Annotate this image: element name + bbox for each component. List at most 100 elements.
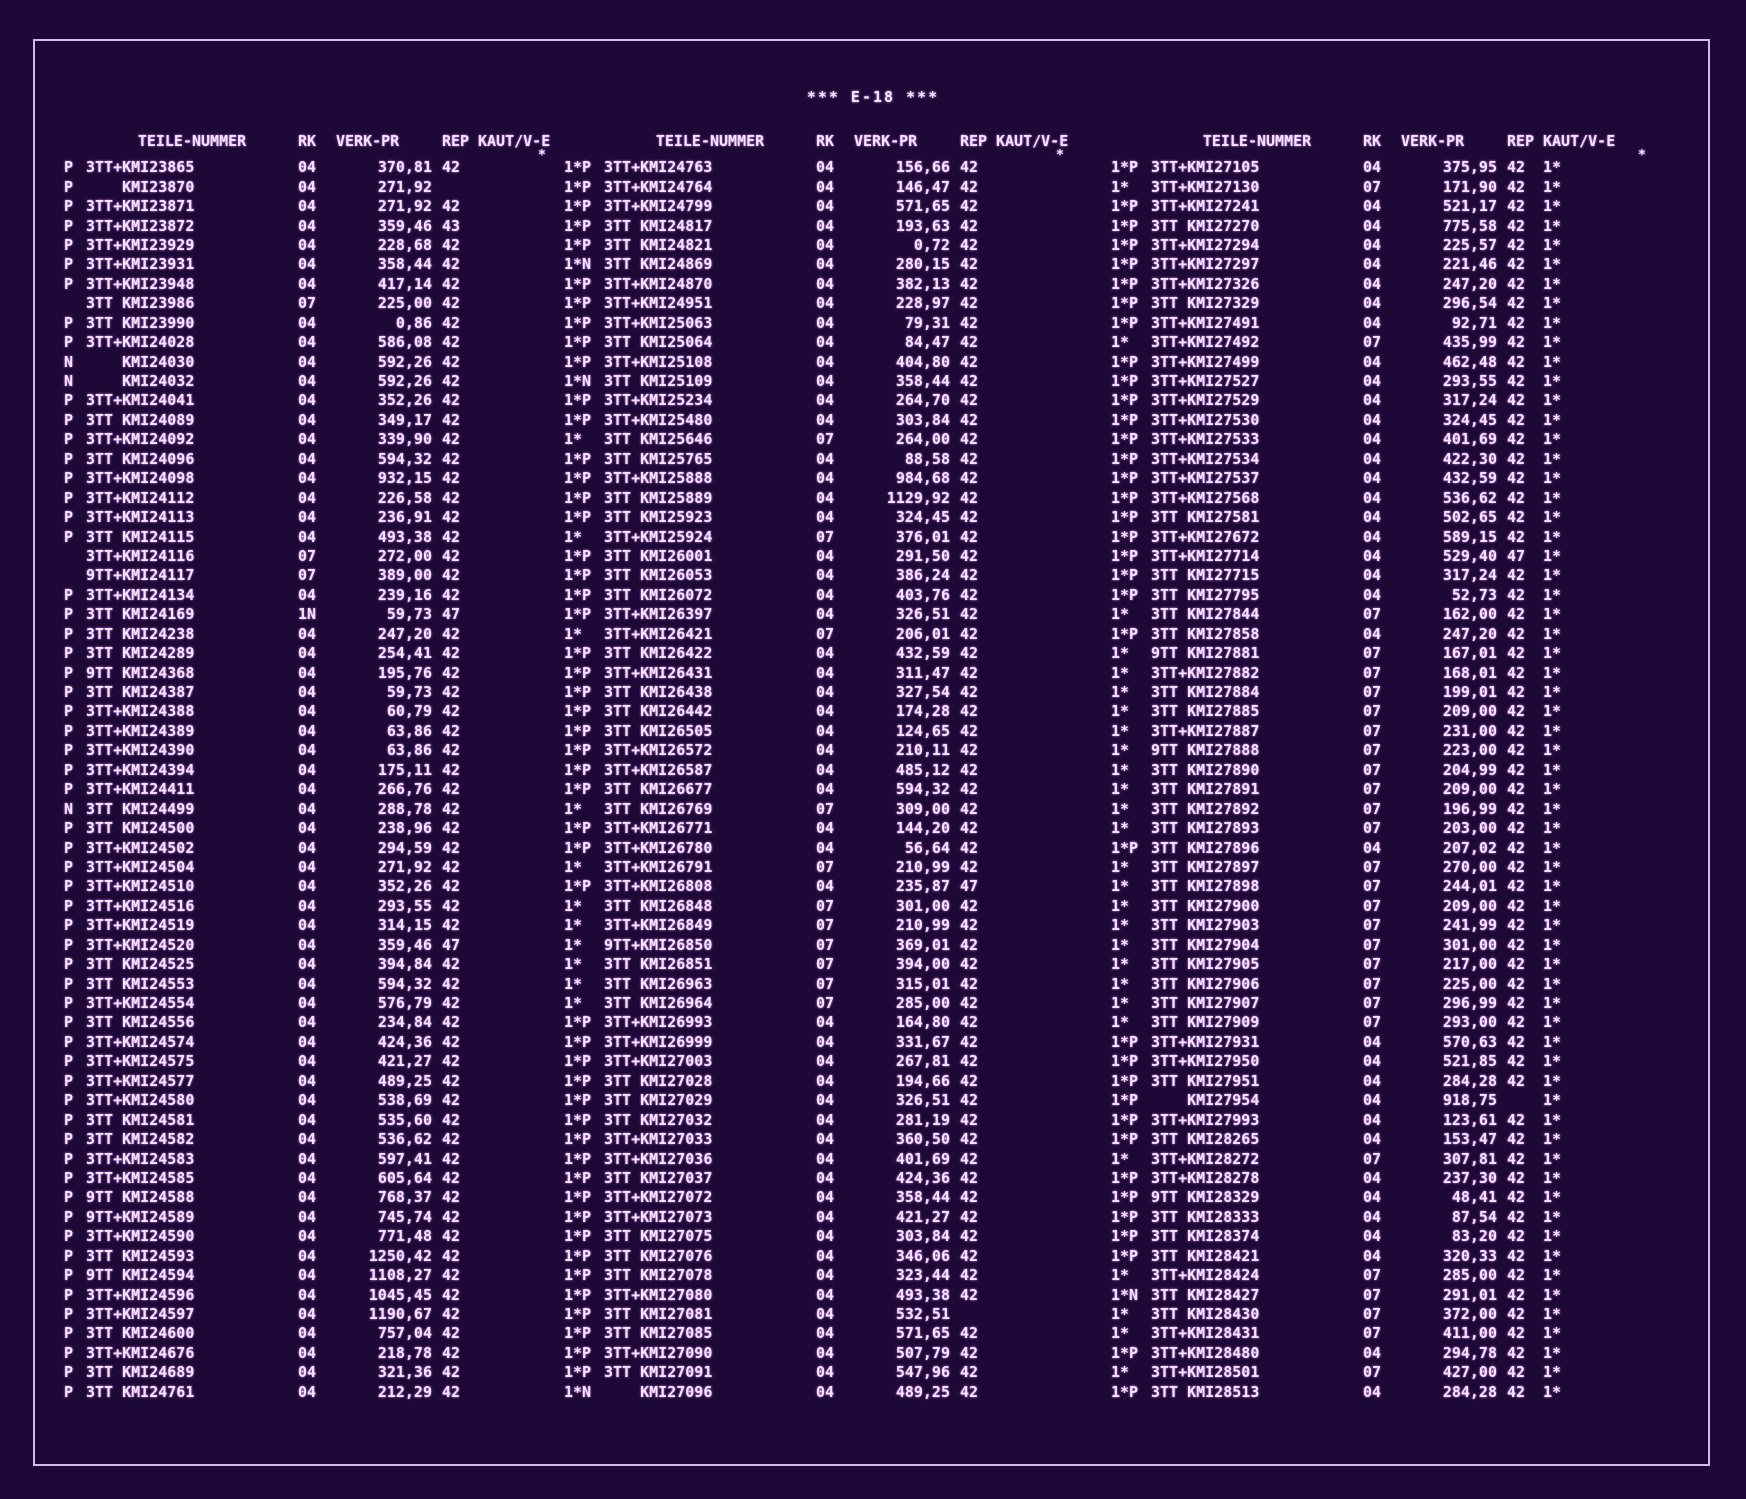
table-row: 1*P 3TT+KMI27714 04 529,40 47 1* xyxy=(1111,547,1643,566)
table-row: 1*P 3TT KMI28265 04 153,47 42 1* xyxy=(1111,1130,1643,1149)
gap-cell xyxy=(1497,1110,1507,1129)
rep-cell: 42 xyxy=(960,235,979,254)
table-row: 1*P 3TT+KMI26780 04 56,64 42 xyxy=(564,838,1068,857)
header-rep: REP xyxy=(1507,132,1535,150)
table-row: 1*P 3TT KMI27081 04 532,51 xyxy=(564,1305,1068,1324)
table-row: 1*P 3TT+KMI26999 04 331,67 42 xyxy=(564,1033,1068,1052)
table-row: 1*P 3TT+KMI27073 04 421,27 42 xyxy=(564,1208,1068,1227)
rk-cell: 04 xyxy=(816,1207,835,1226)
prefix-cell: 1*P xyxy=(564,1013,592,1032)
rk-cell: 04 xyxy=(298,1091,317,1110)
header-gap xyxy=(1497,132,1507,158)
table-row: 1*P 3TT+KMI26993 04 164,80 42 xyxy=(564,1013,1068,1032)
kaut-cell: 1* xyxy=(1543,1071,1562,1090)
gap-cell xyxy=(1497,897,1507,916)
gap-cell xyxy=(1497,1072,1507,1091)
kaut-cell: 1* xyxy=(1543,974,1562,993)
rk-cell: 07 xyxy=(1363,974,1382,993)
header-gap xyxy=(950,132,960,158)
rk-cell: 04 xyxy=(816,216,835,235)
kaut-cell xyxy=(478,566,550,585)
gap-cell xyxy=(950,450,960,469)
kaut-cell xyxy=(478,1208,550,1227)
rep-cell: 42 xyxy=(442,527,461,546)
table-row: 1*P 3TT KMI27085 04 571,65 42 xyxy=(564,1324,1068,1343)
verk-pr-cell: 324,45 xyxy=(895,508,950,527)
table-row: 1*P 3TT+KMI26397 04 326,51 42 xyxy=(564,605,1068,624)
verk-pr-cell: 60,79 xyxy=(386,702,432,721)
teile-nummer-cell: 3TT+KMI26431 xyxy=(604,663,713,682)
teile-nummer-cell: 3TT+KMI27326 xyxy=(1151,274,1260,293)
rep-cell: 42 xyxy=(960,546,979,565)
table-row: 1*P 3TT+KMI27533 04 401,69 42 1* xyxy=(1111,430,1643,449)
table-row: P 3TT KMI24581 04 535,60 42 xyxy=(64,1110,550,1129)
rep-cell: 42 xyxy=(442,857,461,876)
teile-nummer-cell: 3TT KMI25064 xyxy=(604,333,713,352)
prefix-cell: 1*P xyxy=(1111,294,1139,313)
table-row: 1*P 3TT KMI27037 04 424,36 42 xyxy=(564,1169,1068,1188)
gap-cell xyxy=(950,683,960,702)
teile-nummer-cell: 3TT+KMI24764 xyxy=(604,177,713,196)
verk-pr-cell: 1108,27 xyxy=(368,1266,432,1285)
verk-pr-cell: 427,00 xyxy=(1442,1363,1497,1382)
gap-cell xyxy=(432,450,442,469)
rep-cell: 42 xyxy=(1507,1013,1526,1032)
rep-cell: 42 xyxy=(1507,974,1526,993)
teile-nummer-cell: 3TT+KMI27931 xyxy=(1151,1032,1260,1051)
prefix-cell: 1*P xyxy=(564,1246,592,1265)
verk-pr-cell: 375,95 xyxy=(1442,158,1497,177)
table-row: P 3TT+KMI24134 04 239,16 42 xyxy=(64,586,550,605)
rk-cell: 04 xyxy=(816,760,835,779)
kaut-cell: 1* xyxy=(1543,1363,1562,1382)
table-row: P 3TT+KMI24510 04 352,26 42 xyxy=(64,877,550,896)
rep-cell: 42 xyxy=(960,1382,979,1401)
kaut-cell: 1* xyxy=(1543,1091,1562,1110)
kaut-cell: 1* xyxy=(1543,1343,1562,1362)
table-row: 1*P 3TT+KMI27003 04 267,81 42 xyxy=(564,1052,1068,1071)
prefix-cell: P xyxy=(64,663,74,682)
teile-nummer-cell: 3TT KMI24761 xyxy=(86,1382,195,1401)
table-row: 1*P 3TT+KMI26587 04 485,12 42 xyxy=(564,761,1068,780)
teile-nummer-cell: 3TT+KMI27080 xyxy=(604,1285,713,1304)
prefix-cell: 1* xyxy=(564,916,583,935)
kaut-cell xyxy=(996,799,1068,818)
table-row: 1*P 3TT+KMI27931 04 570,63 42 1* xyxy=(1111,1033,1643,1052)
verk-pr-cell: 79,31 xyxy=(904,313,950,332)
kaut-cell xyxy=(996,605,1068,624)
verk-pr-cell: 0,72 xyxy=(913,235,950,254)
teile-nummer-cell: 3TT KMI26677 xyxy=(604,780,713,799)
verk-pr-cell: 775,58 xyxy=(1442,216,1497,235)
gap-cell xyxy=(432,216,442,235)
prefix-cell: 1* xyxy=(1111,605,1130,624)
teile-nummer-cell: 3TT+KMI26397 xyxy=(604,605,713,624)
teile-nummer-cell: 3TT KMI26851 xyxy=(604,955,713,974)
prefix-cell: 1* xyxy=(1111,741,1130,760)
verk-pr-cell: 175,11 xyxy=(377,760,432,779)
rk-cell: 07 xyxy=(1363,177,1382,196)
rk-cell: 04 xyxy=(1363,1207,1382,1226)
rk-cell: 04 xyxy=(298,1052,317,1071)
verk-pr-cell: 768,37 xyxy=(377,1188,432,1207)
gap-cell xyxy=(950,236,960,255)
teile-nummer-cell: 3TT KMI23990 xyxy=(86,313,195,332)
rep-cell: 42 xyxy=(1507,935,1526,954)
rep-cell: 42 xyxy=(960,857,979,876)
teile-nummer-cell: 3TT KMI24089 xyxy=(86,410,195,429)
verk-pr-cell: 84,47 xyxy=(904,333,950,352)
table-row: 1*P 3TT+KMI27294 04 225,57 42 1* xyxy=(1111,236,1643,255)
kaut-cell: 1* xyxy=(1543,1013,1562,1032)
verk-pr-cell: 576,79 xyxy=(377,994,432,1013)
rk-cell: 04 xyxy=(1363,158,1382,177)
rk-cell: 04 xyxy=(816,1071,835,1090)
teile-nummer-cell: 3TT KMI27078 xyxy=(604,1266,713,1285)
kaut-cell xyxy=(478,236,550,255)
table-row: 1*P 3TT+KMI27499 04 462,48 42 1* xyxy=(1111,352,1643,371)
teile-nummer-cell: 3TT+KMI24098 xyxy=(86,469,195,488)
teile-nummer-cell: 3TT KMI27085 xyxy=(604,1324,713,1343)
gap-cell xyxy=(950,352,960,371)
prefix-cell: 1*P xyxy=(564,235,592,254)
verk-pr-cell: 56,64 xyxy=(904,838,950,857)
teile-nummer-cell: 3TT KMI24238 xyxy=(86,624,195,643)
rk-cell: 04 xyxy=(1363,488,1382,507)
gap-cell xyxy=(432,1227,442,1246)
